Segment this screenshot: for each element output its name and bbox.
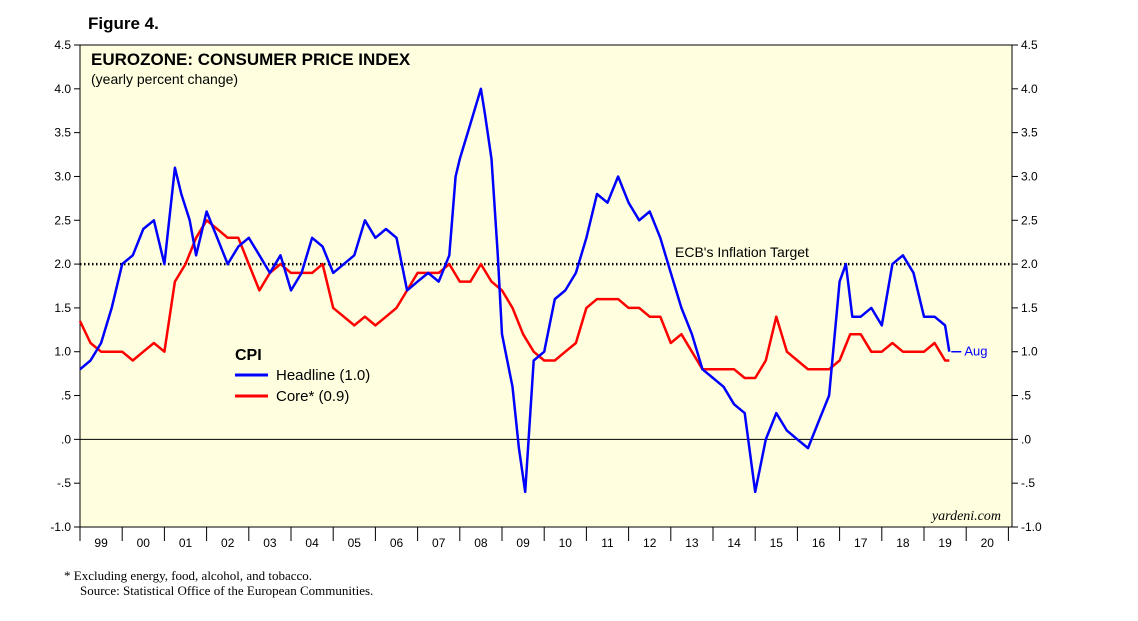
x-tick-label: 06	[390, 536, 404, 550]
y-tick-label-left: 4.0	[54, 82, 71, 96]
y-tick-label-left: -1.0	[50, 520, 71, 534]
plot-area	[79, 44, 1013, 528]
x-tick-label: 04	[305, 536, 319, 550]
x-tick-label: 08	[474, 536, 488, 550]
legend-headline-label: Headline (1.0)	[276, 367, 370, 384]
x-axis-ticks: 99 00 01 02 03 04 05 06 07 08 09 10 11 12 13 14 15 16 17 18…	[79, 527, 1009, 550]
y-tick-label-right: 3.5	[1021, 126, 1038, 140]
y-tick-label-right: -.5	[1021, 476, 1035, 490]
y-tick-label-right: 1.0	[1021, 345, 1038, 359]
footnote: * Excluding energy, food, alcohol, and t…	[64, 568, 313, 583]
y-tick-label-left: 3.0	[54, 169, 71, 183]
x-tick-label: 20	[981, 536, 995, 550]
y-tick-label-left: -.5	[57, 476, 71, 490]
x-tick-label: 11	[601, 536, 614, 550]
legend: CPI Headline (1.0) Core* (0.9)	[235, 347, 370, 405]
y-tick-label-right: 4.5	[1021, 38, 1038, 52]
x-tick-label: 17	[854, 536, 868, 550]
figure-label: Figure 4.	[88, 14, 159, 33]
x-tick-label: 18	[896, 536, 910, 550]
legend-core-label: Core* (0.9)	[276, 388, 349, 405]
x-tick-label: 09	[516, 536, 530, 550]
legend-title: CPI	[235, 347, 262, 364]
y-tick-label-left: 4.5	[54, 38, 71, 52]
y-tick-label-left: 2.0	[54, 257, 71, 271]
y-tick-label-left: 1.5	[54, 301, 71, 315]
core-series-line	[78, 219, 950, 380]
source-note: Source: Statistical Office of the Europe…	[80, 583, 374, 598]
y-tick-label-left: 2.5	[54, 213, 71, 227]
y-tick-label-left: 1.0	[54, 345, 71, 359]
ecb-target-label: ECB's Inflation Target	[675, 244, 809, 260]
y-tick-label-right: 2.5	[1021, 213, 1038, 227]
y-tick-label-right: 3.0	[1021, 169, 1038, 183]
y-tick-label-right: 1.5	[1021, 301, 1038, 315]
x-tick-label: 99	[94, 536, 108, 550]
headline-series-line	[79, 87, 951, 494]
x-tick-label: 12	[643, 536, 657, 550]
chart-subtitle: (yearly percent change)	[91, 71, 238, 87]
y-tick-label-left: .5	[61, 389, 71, 403]
y-tick-label-right: 2.0	[1021, 257, 1038, 271]
y-tick-label-left: 3.5	[54, 126, 71, 140]
y-tick-label-right: .0	[1021, 432, 1031, 446]
x-tick-label: 01	[179, 536, 193, 550]
x-tick-label: 03	[263, 536, 277, 550]
x-tick-label: 05	[348, 536, 362, 550]
x-tick-label: 02	[221, 536, 235, 550]
x-tick-label: 14	[727, 536, 741, 550]
cpi-chart: 4.5 4.5 4.0 4.0 3.5 3.5 3.0 3.0 2.5 2.5 2.0 2.0 1.5 1…	[50, 38, 1042, 550]
chart-title: EUROZONE: CONSUMER PRICE INDEX	[91, 50, 411, 69]
y-tick-label-right: 4.0	[1021, 82, 1038, 96]
y-tick-label-left: .0	[61, 432, 71, 446]
watermark: yardeni.com	[930, 509, 1001, 524]
y-axis-ticks: 4.5 4.5 4.0 4.0 3.5 3.5 3.0 3.0 2.5 2.5 2.0 2.0 1.5 1…	[50, 38, 1042, 534]
x-tick-label: 10	[559, 536, 573, 550]
y-tick-label-right: -1.0	[1021, 520, 1042, 534]
x-tick-label: 15	[770, 536, 784, 550]
x-tick-label: 00	[137, 536, 151, 550]
y-tick-label-right: .5	[1021, 389, 1031, 403]
end-label: Aug	[964, 344, 987, 359]
x-tick-label: 16	[812, 536, 826, 550]
x-tick-label: 13	[685, 536, 699, 550]
x-tick-label: 19	[938, 536, 952, 550]
x-tick-label: 07	[432, 536, 446, 550]
